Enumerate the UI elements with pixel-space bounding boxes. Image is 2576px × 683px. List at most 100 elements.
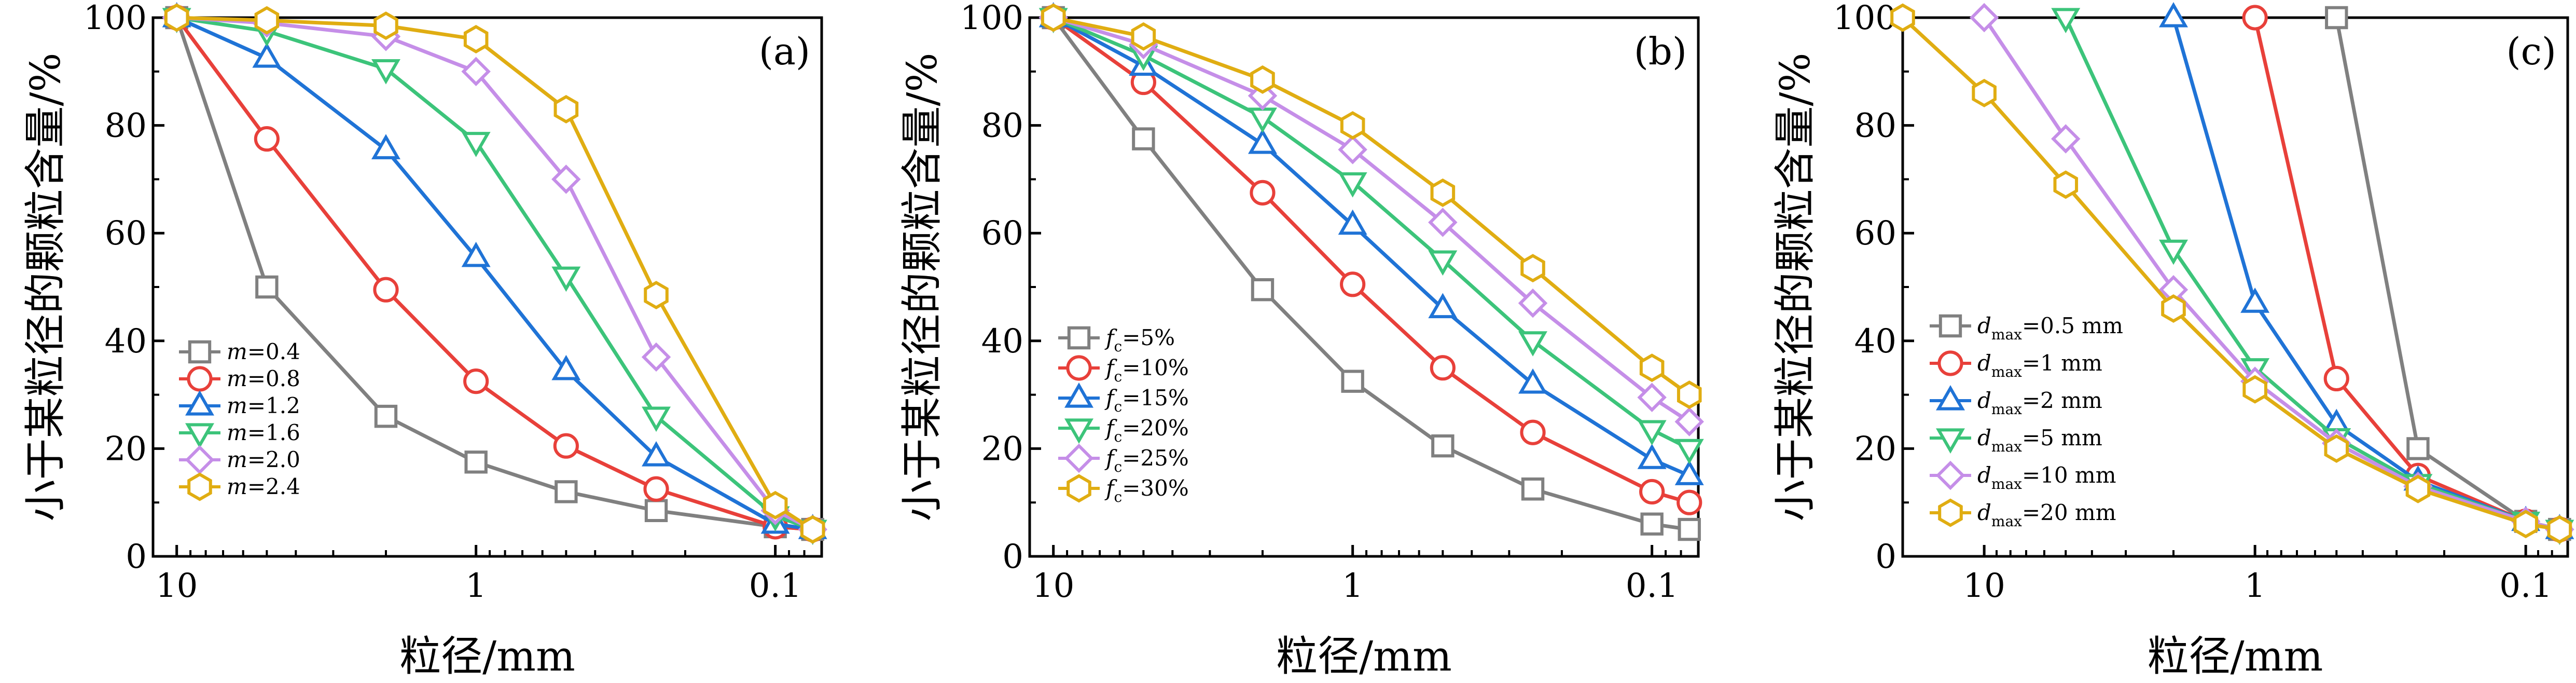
legend-label: fc=20% [1104, 415, 1189, 445]
y-tick-label: 80 [981, 107, 1023, 145]
data-point [2547, 515, 2572, 544]
legend-label: m=0.8 [227, 366, 300, 391]
legend-label: dmax=1 mm [1977, 350, 2102, 380]
series-1 [2325, 6, 2571, 541]
data-point [2051, 124, 2081, 154]
panel-label: (b) [1634, 30, 1687, 73]
data-point [1430, 178, 1456, 207]
data-point [643, 476, 669, 502]
legend-marker [185, 423, 214, 449]
data-point [1338, 172, 1367, 198]
data-point [1340, 271, 1366, 297]
legend-entry: m=2.0 [179, 445, 300, 475]
y-tick-label: 60 [1854, 214, 1896, 253]
legend-entry: dmax=0.5 mm [1930, 313, 2123, 343]
legend-marker [187, 366, 213, 392]
data-point [1677, 489, 1702, 515]
legend: m=0.4m=0.8m=1.2m=1.6m=2.0m=2.4 [179, 339, 300, 501]
legend-marker [1067, 474, 1091, 503]
data-point [1637, 383, 1667, 413]
legend-marker [1937, 350, 1963, 376]
data-point [644, 499, 668, 522]
y-tick-label: 40 [105, 322, 147, 361]
legend-label: fc=25% [1104, 445, 1189, 475]
y-axis-label: 小于某粒径的颗粒含量/% [21, 53, 70, 522]
data-point [373, 11, 398, 40]
legend-label: m=1.2 [227, 393, 300, 418]
legend-entry: fc=15% [1058, 382, 1189, 415]
y-tick-label: 0 [126, 538, 147, 576]
legend-marker [1936, 385, 1965, 411]
legend-label: dmax=2 mm [1977, 388, 2102, 418]
data-point [1637, 444, 1667, 469]
x-axis-label: 粒径/mm [399, 632, 575, 680]
legend-marker [1938, 498, 1963, 527]
data-point [1639, 479, 1665, 505]
data-point [642, 406, 671, 432]
legend-entry: dmax=20 mm [1930, 498, 2116, 530]
x-tick-label: 10 [1032, 567, 1074, 605]
panel-label: (c) [2506, 30, 2556, 73]
legend-label: m=1.6 [227, 420, 300, 445]
legend-marker [1067, 326, 1091, 350]
y-tick-label: 0 [1002, 538, 1023, 576]
y-tick-label: 20 [981, 430, 1023, 468]
chart-panel-2: 0 20 40 60 80 100 10 1 0.1 粒径/mm 小于某粒径的颗粒含量/% (b) fc… [898, 0, 1704, 680]
data-point [2159, 239, 2188, 265]
data-point [374, 404, 398, 428]
y-tick-label: 20 [105, 430, 147, 468]
series-line [1052, 16, 1690, 504]
legend-entry: m=0.4 [179, 339, 300, 364]
legend-entry: m=1.2 [179, 390, 300, 418]
series-line [1052, 16, 1691, 397]
x-tick-label: 1 [1342, 567, 1363, 605]
panel-label: (a) [759, 30, 810, 73]
data-point [1338, 209, 1367, 235]
data-point [642, 441, 671, 467]
data-point [254, 126, 280, 152]
data-point [1340, 111, 1365, 140]
data-point [2051, 8, 2081, 34]
legend-label: dmax=20 mm [1977, 500, 2116, 530]
y-tick-label: 40 [981, 322, 1023, 361]
data-point [1674, 460, 1704, 485]
data-point [551, 354, 581, 380]
data-point [1520, 419, 1546, 445]
data-point [2406, 437, 2430, 460]
legend-marker [1066, 355, 1092, 381]
legend-entry: fc=20% [1058, 415, 1189, 445]
legend-label: fc=30% [1104, 475, 1189, 506]
legend-marker [1064, 382, 1093, 408]
x-tick-label: 10 [1963, 567, 2005, 605]
legend-marker [1064, 418, 1093, 444]
data-point [1521, 477, 1545, 501]
data-point [1520, 254, 1545, 283]
series-line [1052, 16, 1691, 450]
legend-entry: m=0.8 [179, 366, 300, 392]
data-point [1890, 3, 1915, 32]
y-tick-label: 80 [105, 107, 147, 145]
data-point [461, 241, 491, 267]
x-tick-label: 0.1 [2499, 567, 2552, 605]
legend-entry: fc=30% [1058, 474, 1189, 506]
data-point [553, 433, 579, 459]
data-point [1518, 331, 1548, 357]
legend-label: m=2.4 [227, 474, 300, 499]
data-point [1428, 250, 1458, 276]
y-tick-label: 100 [960, 0, 1023, 37]
data-point [1430, 355, 1456, 381]
data-point [2324, 434, 2349, 463]
data-point [461, 132, 491, 157]
data-point [1250, 65, 1275, 94]
data-point [2325, 6, 2348, 30]
legend: fc=5%fc=10%fc=15%fc=20%fc=25%fc=30% [1058, 325, 1189, 506]
x-tick-label: 1 [465, 567, 487, 605]
legend-label: fc=15% [1104, 385, 1189, 415]
legend-marker [185, 390, 214, 416]
data-point [1972, 78, 1997, 107]
data-point [1131, 22, 1156, 51]
data-point [2405, 474, 2431, 503]
legend-label: dmax=10 mm [1977, 462, 2116, 493]
data-point [763, 490, 788, 520]
